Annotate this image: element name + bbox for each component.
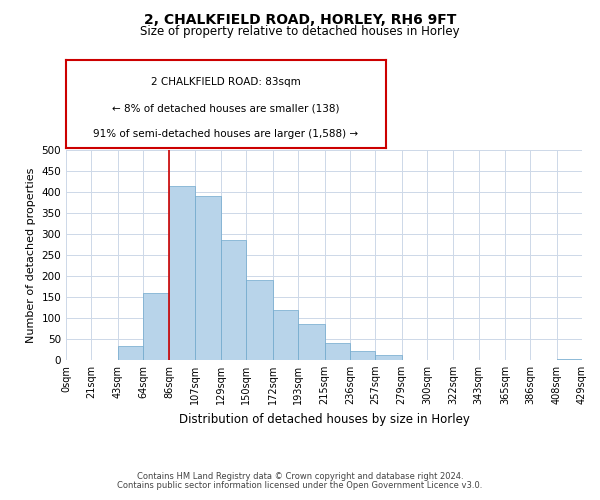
Bar xyxy=(143,293,169,360)
Bar xyxy=(273,310,298,360)
Text: ← 8% of detached houses are smaller (138): ← 8% of detached houses are smaller (138… xyxy=(112,103,340,113)
Bar xyxy=(247,280,273,360)
Text: 2, CHALKFIELD ROAD, HORLEY, RH6 9FT: 2, CHALKFIELD ROAD, HORLEY, RH6 9FT xyxy=(144,12,456,26)
Text: Contains HM Land Registry data © Crown copyright and database right 2024.: Contains HM Land Registry data © Crown c… xyxy=(137,472,463,481)
Y-axis label: Number of detached properties: Number of detached properties xyxy=(26,168,36,342)
Text: Contains public sector information licensed under the Open Government Licence v3: Contains public sector information licen… xyxy=(118,481,482,490)
Bar xyxy=(298,324,325,360)
Bar xyxy=(221,240,247,360)
Bar xyxy=(375,356,401,360)
Text: Size of property relative to detached houses in Horley: Size of property relative to detached ho… xyxy=(140,25,460,38)
Bar xyxy=(325,343,350,360)
Bar xyxy=(557,359,582,360)
Bar xyxy=(118,346,143,360)
Bar xyxy=(350,351,375,360)
Text: 91% of semi-detached houses are larger (1,588) →: 91% of semi-detached houses are larger (… xyxy=(94,130,359,140)
Text: 2 CHALKFIELD ROAD: 83sqm: 2 CHALKFIELD ROAD: 83sqm xyxy=(151,77,301,87)
Bar xyxy=(169,186,194,360)
Bar xyxy=(194,196,221,360)
X-axis label: Distribution of detached houses by size in Horley: Distribution of detached houses by size … xyxy=(179,412,469,426)
